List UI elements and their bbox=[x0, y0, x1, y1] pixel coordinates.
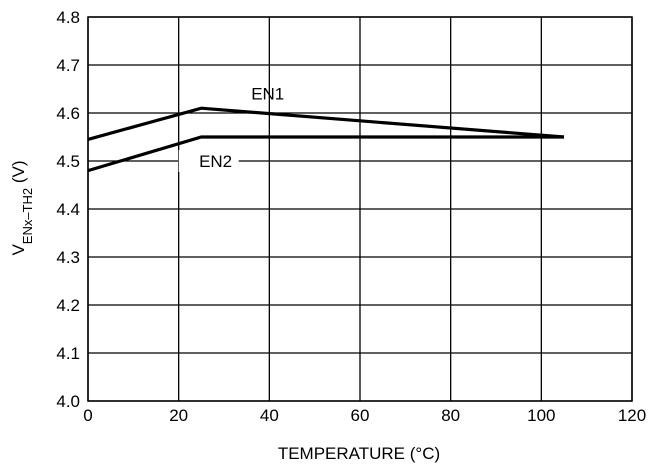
series-line-en2 bbox=[87, 135, 564, 173]
x-tick-label: 100 bbox=[527, 406, 555, 425]
series-label-en1: EN1 bbox=[251, 85, 284, 104]
y-tick-label: 4.5 bbox=[56, 152, 80, 171]
y-tick-label: 4.8 bbox=[56, 8, 80, 27]
series-lines bbox=[87, 106, 565, 173]
x-tick-label: 20 bbox=[169, 406, 188, 425]
series-labels: EN1 EN2 bbox=[178, 85, 284, 172]
x-tick-label: 40 bbox=[260, 406, 279, 425]
y-axis-title-subscript: ENx–TH2 bbox=[20, 188, 35, 244]
x-axis-title: TEMPERATURE (°C) bbox=[278, 444, 440, 463]
plot-area-border bbox=[87, 16, 633, 402]
x-tick-labels: 0 20 40 60 80 100 120 bbox=[83, 406, 646, 425]
plot-frame bbox=[87, 16, 633, 402]
y-tick-labels: 4.0 4.1 4.2 4.3 4.4 4.5 4.6 4.7 4.8 bbox=[56, 8, 80, 411]
y-tick-label: 4.3 bbox=[56, 248, 80, 267]
y-tick-label: 4.1 bbox=[56, 344, 80, 363]
y-axis-title-main: V bbox=[9, 244, 28, 256]
y-tick-label: 4.0 bbox=[56, 392, 80, 411]
x-tick-label: 120 bbox=[618, 406, 646, 425]
y-tick-label: 4.4 bbox=[56, 200, 80, 219]
series-label-en2-background bbox=[178, 150, 239, 172]
x-tick-label: 0 bbox=[83, 406, 92, 425]
y-tick-label: 4.6 bbox=[56, 104, 80, 123]
y-tick-label: 4.2 bbox=[56, 296, 80, 315]
y-axis-title-unit: (V) bbox=[9, 160, 28, 187]
series-label-en2: EN2 bbox=[199, 152, 232, 171]
x-tick-label: 60 bbox=[351, 406, 370, 425]
y-axis-title: VENx–TH2 (V) bbox=[9, 160, 35, 255]
series-line-en1 bbox=[87, 106, 565, 141]
grid bbox=[87, 16, 633, 402]
y-tick-label: 4.7 bbox=[56, 56, 80, 75]
x-tick-label: 80 bbox=[441, 406, 460, 425]
